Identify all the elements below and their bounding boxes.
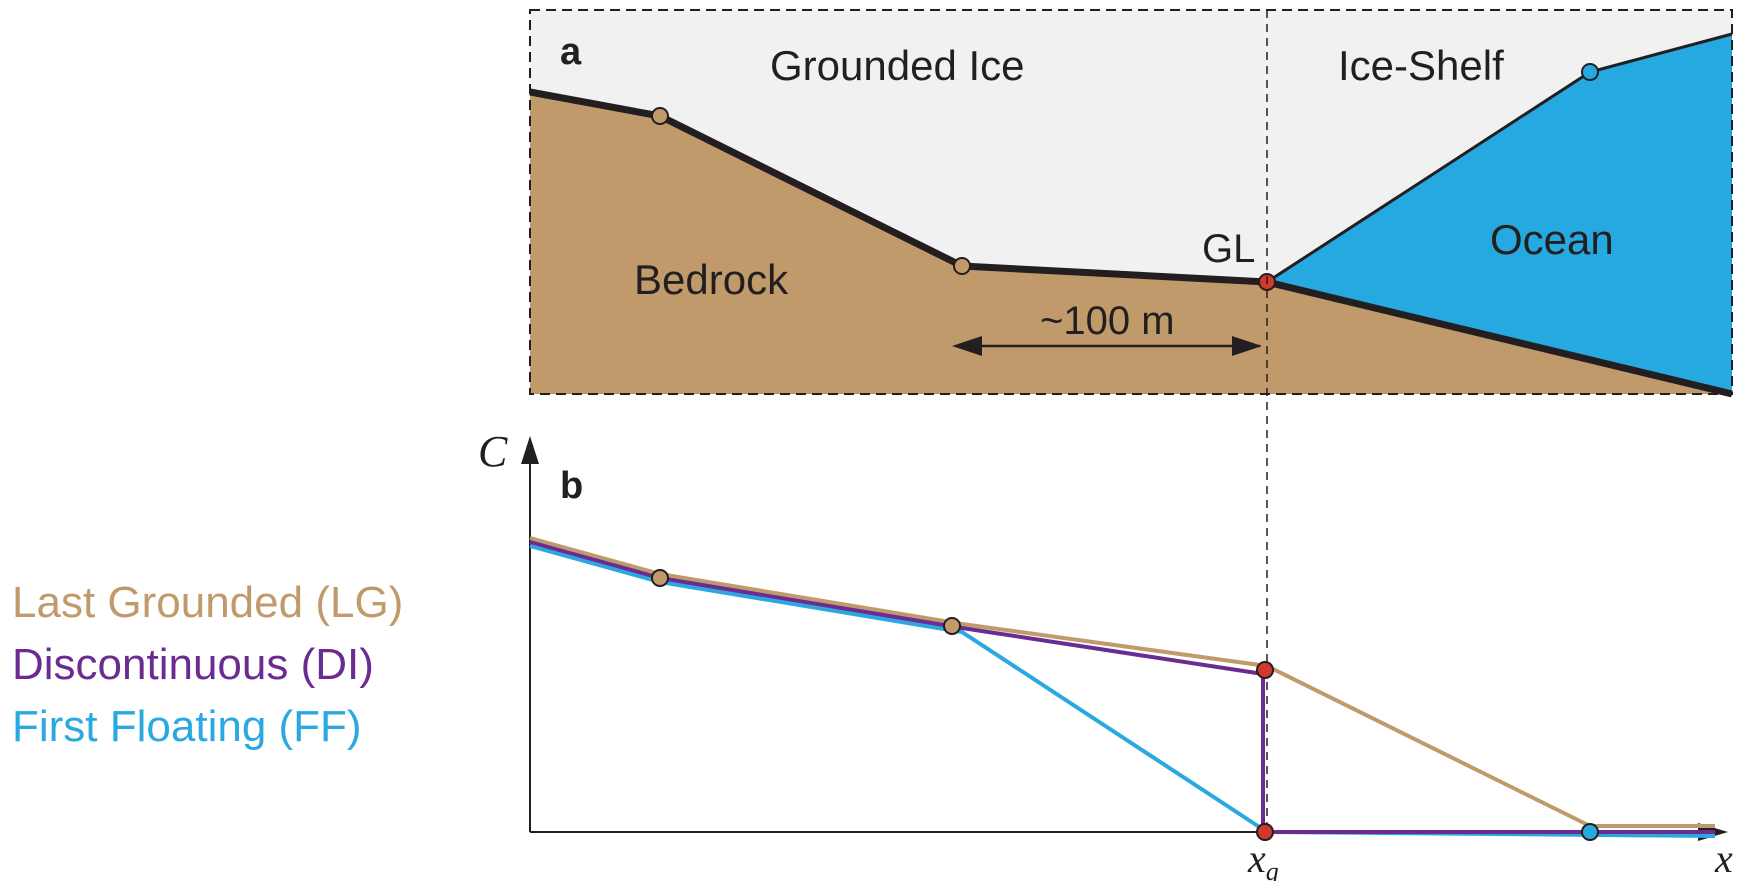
xg-label-subscript: g (1266, 857, 1279, 881)
ff-curve (529, 544, 1716, 838)
panel-b-label: b (560, 465, 583, 507)
lg-curve (529, 536, 1715, 828)
di-curve (529, 540, 1715, 834)
x-axis-label: x (1714, 836, 1733, 881)
distance-label: ~100 m (1040, 299, 1175, 343)
ice-shelf-label: Ice-Shelf (1338, 42, 1504, 89)
xg-label-main: x (1247, 836, 1266, 881)
panel-a: a Grounded Ice Ice-Shelf Bedrock Ocean G… (529, 9, 1733, 398)
panel-a-frame (529, 9, 1733, 395)
legend: Last Grounded (LG) Discontinuous (DI) Fi… (12, 572, 403, 758)
xg-label: xg (1247, 836, 1279, 881)
distance-arrow (952, 336, 1262, 356)
grounded-ice-label: Grounded Ice (770, 42, 1025, 89)
grounding-line-label: GL (1202, 227, 1255, 271)
node-b-shelf (1581, 823, 1599, 841)
node-bedrock-1 (651, 107, 669, 125)
legend-item-di: Discontinuous (DI) (12, 640, 374, 689)
bedrock-region (530, 92, 1732, 394)
panel-b: b C x xg (478, 427, 1733, 881)
node-b-1 (651, 569, 669, 587)
legend-item-ff: First Floating (FF) (12, 702, 362, 751)
panel-a-label: a (560, 31, 582, 73)
ocean-label: Ocean (1490, 216, 1614, 263)
node-b-gl-bottom (1256, 823, 1274, 841)
y-axis-label: C (478, 427, 508, 476)
node-b-2 (943, 617, 961, 635)
node-ice-shelf (1581, 63, 1599, 81)
bedrock-label: Bedrock (634, 256, 789, 303)
y-axis-arrowhead (521, 436, 539, 464)
legend-item-lg: Last Grounded (LG) (12, 578, 404, 627)
ocean-region (1267, 34, 1732, 394)
node-b-gl-top (1256, 661, 1274, 679)
node-bedrock-2 (953, 257, 971, 275)
